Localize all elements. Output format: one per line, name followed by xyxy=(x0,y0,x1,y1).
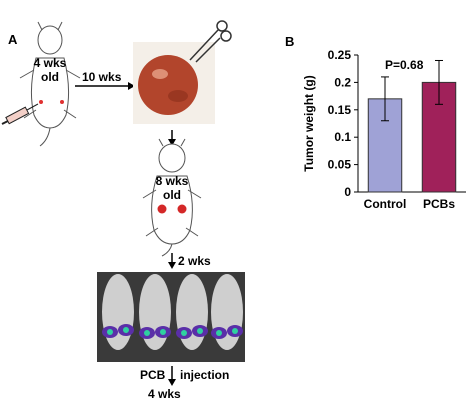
y-tick-label: 0.25 xyxy=(328,48,352,62)
x-category-label: PCBs xyxy=(423,197,455,211)
p-value-annotation: P=0.68 xyxy=(385,58,424,72)
y-tick-label: 0.15 xyxy=(328,103,352,117)
y-tick-label: 0.05 xyxy=(328,158,352,172)
syringe-icon xyxy=(1,103,39,125)
injection-label: injection xyxy=(180,368,230,382)
panel-label-a: A xyxy=(8,32,18,47)
arrow-1-label: 10 wks xyxy=(82,70,122,84)
pcb-label: PCB xyxy=(140,368,166,382)
mouse-2-age-label: 8 wks old xyxy=(155,174,189,202)
mouse-drawing-1 xyxy=(19,21,81,147)
panel-label-b: B xyxy=(285,34,295,49)
y-tick-label: 0.2 xyxy=(334,75,351,89)
mouse-drawing-2 xyxy=(142,138,202,257)
arrow-1-head xyxy=(128,82,135,90)
luminescence-signals xyxy=(102,324,243,339)
scissors-icon xyxy=(189,20,232,63)
mouse-1-age-label: 4 wks old xyxy=(33,56,67,84)
arrow-2-label: 2 wks xyxy=(178,254,211,268)
y-axis-label: Tumor weight (g) xyxy=(302,75,316,171)
final-duration-label: 4 wks xyxy=(148,387,181,401)
y-tick-label: 0.1 xyxy=(334,130,351,144)
injection-spot-icon xyxy=(60,100,64,104)
tumor-spot-icon xyxy=(177,204,187,214)
y-tick-label: 0 xyxy=(344,185,351,199)
injection-spot-icon xyxy=(39,100,43,104)
tumor-spot-icon xyxy=(157,204,167,214)
x-category-label: Control xyxy=(364,197,407,211)
experiment-schematic xyxy=(1,20,245,386)
